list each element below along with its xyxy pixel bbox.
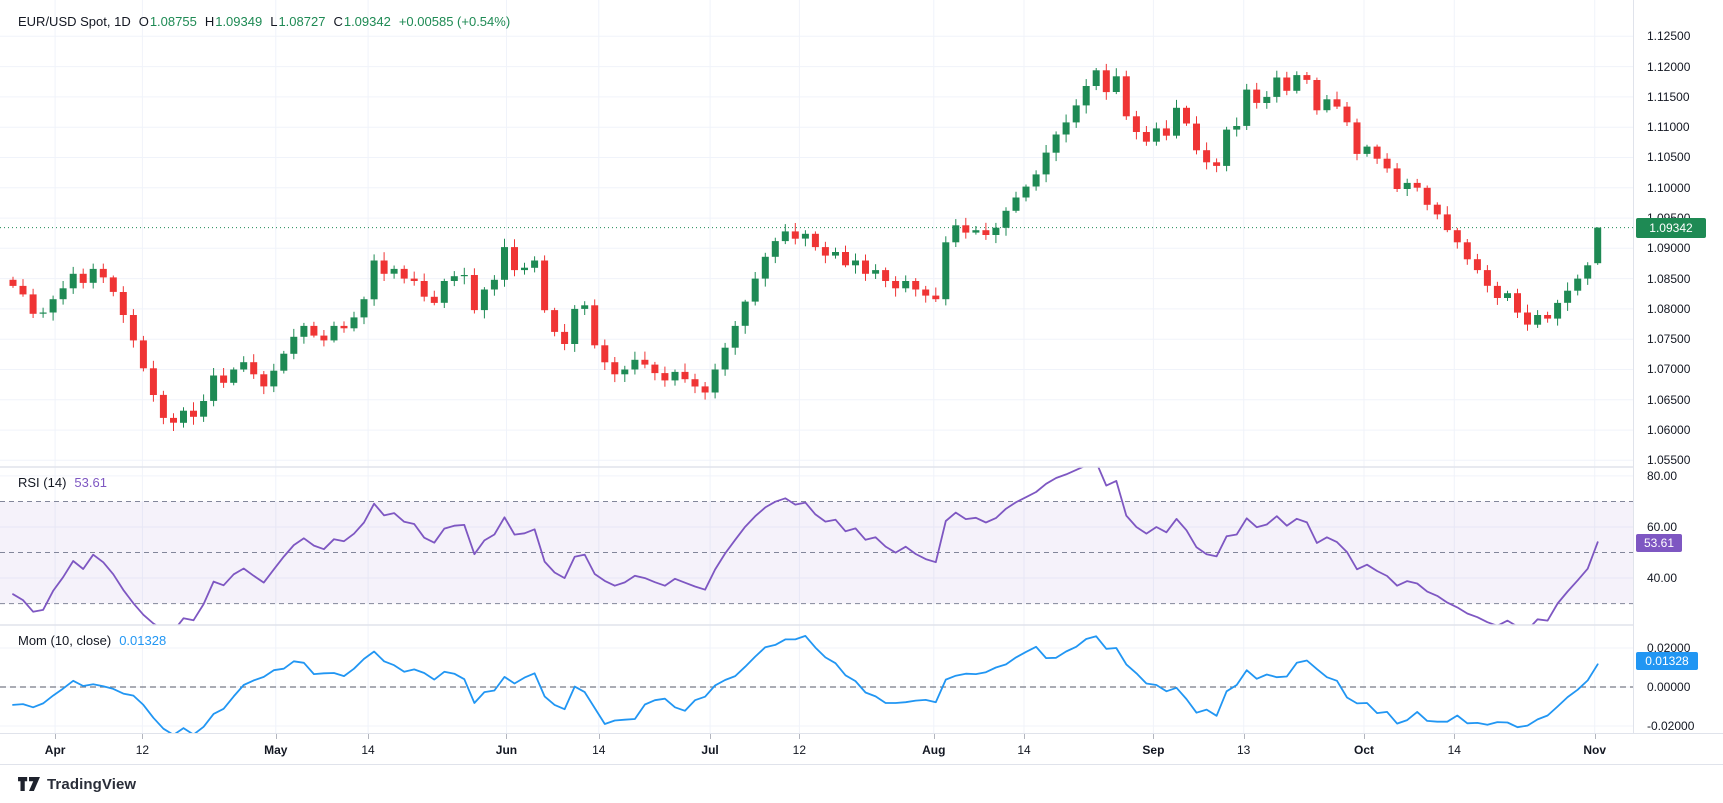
- symbol-legend[interactable]: EUR/USD Spot, 1D O 1.08755 H 1.09349 L 1.08…: [18, 14, 510, 29]
- time-axis-label: 12: [792, 743, 807, 757]
- ohlc-low: L 1.08727: [270, 14, 326, 29]
- price-axis-tick: 1.05500: [1647, 453, 1691, 468]
- ohlc-close: C 1.09342: [333, 14, 391, 29]
- tradingview-logo-text[interactable]: TradingView: [47, 775, 137, 793]
- rsi-axis-tick: 40.00: [1647, 571, 1678, 586]
- time-axis-tick-mark: [933, 734, 935, 739]
- symbol-title: EUR/USD Spot, 1D: [18, 14, 131, 29]
- price-axis-column[interactable]: 1.09342 53.61 0.01328 1.12500 1.12000 1.11…: [1633, 0, 1723, 733]
- rsi-label: RSI (14): [18, 475, 67, 490]
- mom-axis-tick: 0.02000: [1647, 641, 1691, 655]
- price-axis-tick: 1.07500: [1647, 332, 1691, 347]
- time-axis-tick-mark: [1153, 734, 1155, 739]
- time-axis-label: Apr: [44, 743, 66, 757]
- rsi-value-badge: 53.61: [1636, 534, 1682, 553]
- price-axis-tick: 1.10000: [1647, 180, 1691, 195]
- mom-legend[interactable]: Mom (10, close) 0.01328: [18, 633, 166, 648]
- time-axis-label: Jun: [495, 743, 518, 757]
- time-axis-label: May: [264, 743, 288, 757]
- time-axis-label: 13: [1236, 743, 1251, 757]
- price-axis-tick: 1.06000: [1647, 423, 1691, 438]
- time-axis-label: Nov: [1583, 743, 1607, 757]
- rsi-legend[interactable]: RSI (14) 53.61: [18, 475, 107, 490]
- time-axis-label: 14: [1447, 743, 1461, 757]
- footer-bar: TradingView: [0, 765, 1723, 803]
- time-axis-tick-mark: [1243, 734, 1245, 739]
- time-axis-label: Sep: [1142, 743, 1165, 757]
- time-axis-tick-mark: [710, 734, 712, 739]
- time-axis-tick-mark: [1594, 734, 1596, 739]
- ohlc-high: H 1.09349: [204, 14, 263, 29]
- time-axis[interactable]: Apr 12 May 14 Jun 14 Jul 12 Aug 14 Sep 13 Oct 14 Nov: [0, 733, 1723, 765]
- time-axis-tick-mark: [799, 734, 801, 739]
- price-axis-tick: 1.11500: [1647, 89, 1690, 104]
- time-axis-tick-mark: [142, 734, 144, 739]
- time-axis-tick-mark: [506, 734, 508, 739]
- mom-value: 0.01328: [119, 633, 167, 648]
- price-axis-tick: 1.11000: [1647, 120, 1690, 135]
- price-axis-tick: 1.09000: [1647, 241, 1691, 256]
- time-axis-tick-mark: [598, 734, 600, 739]
- price-axis-tick: 1.10500: [1647, 150, 1691, 165]
- time-axis-tick-mark: [1024, 734, 1026, 739]
- time-axis-label: Jul: [701, 743, 719, 757]
- last-price-badge: 1.09342: [1636, 217, 1706, 238]
- price-axis-tick: 1.12000: [1647, 59, 1691, 74]
- rsi-axis-tick: 80.00: [1647, 468, 1678, 483]
- mom-axis-tick: -0.02000: [1647, 718, 1695, 733]
- time-axis-label: 12: [135, 743, 150, 757]
- time-axis-label: 14: [361, 743, 375, 757]
- time-axis-label: Oct: [1354, 743, 1375, 757]
- price-axis-tick: 1.07000: [1647, 362, 1691, 377]
- time-axis-tick-mark: [55, 734, 57, 739]
- time-axis-label: 14: [1017, 743, 1031, 757]
- time-axis-tick-mark: [275, 734, 277, 739]
- time-axis-label: 14: [592, 743, 606, 757]
- mom-axis-tick: 0.00000: [1647, 679, 1691, 694]
- mom-label: Mom (10, close): [18, 633, 112, 648]
- tradingview-logo-icon[interactable]: [18, 777, 40, 791]
- rsi-axis-tick: 60.00: [1647, 519, 1678, 534]
- change-text: +0.00585 (+0.54%): [398, 14, 511, 29]
- ohlc-open: O 1.08755: [138, 14, 197, 29]
- price-axis-tick: 1.08500: [1647, 271, 1691, 286]
- price-axis-tick: 1.08000: [1647, 301, 1691, 316]
- mom-value-badge: 0.01328: [1636, 652, 1698, 671]
- time-axis-tick-mark: [368, 734, 370, 739]
- rsi-value: 53.61: [74, 475, 107, 490]
- time-axis-label: Aug: [922, 743, 946, 757]
- price-axis-tick: 1.12500: [1647, 29, 1691, 44]
- time-axis-tick-mark: [1454, 734, 1456, 739]
- time-axis-tick-mark: [1364, 734, 1366, 739]
- price-axis-tick: 1.06500: [1647, 392, 1691, 407]
- chart-plot-area[interactable]: [0, 0, 1633, 733]
